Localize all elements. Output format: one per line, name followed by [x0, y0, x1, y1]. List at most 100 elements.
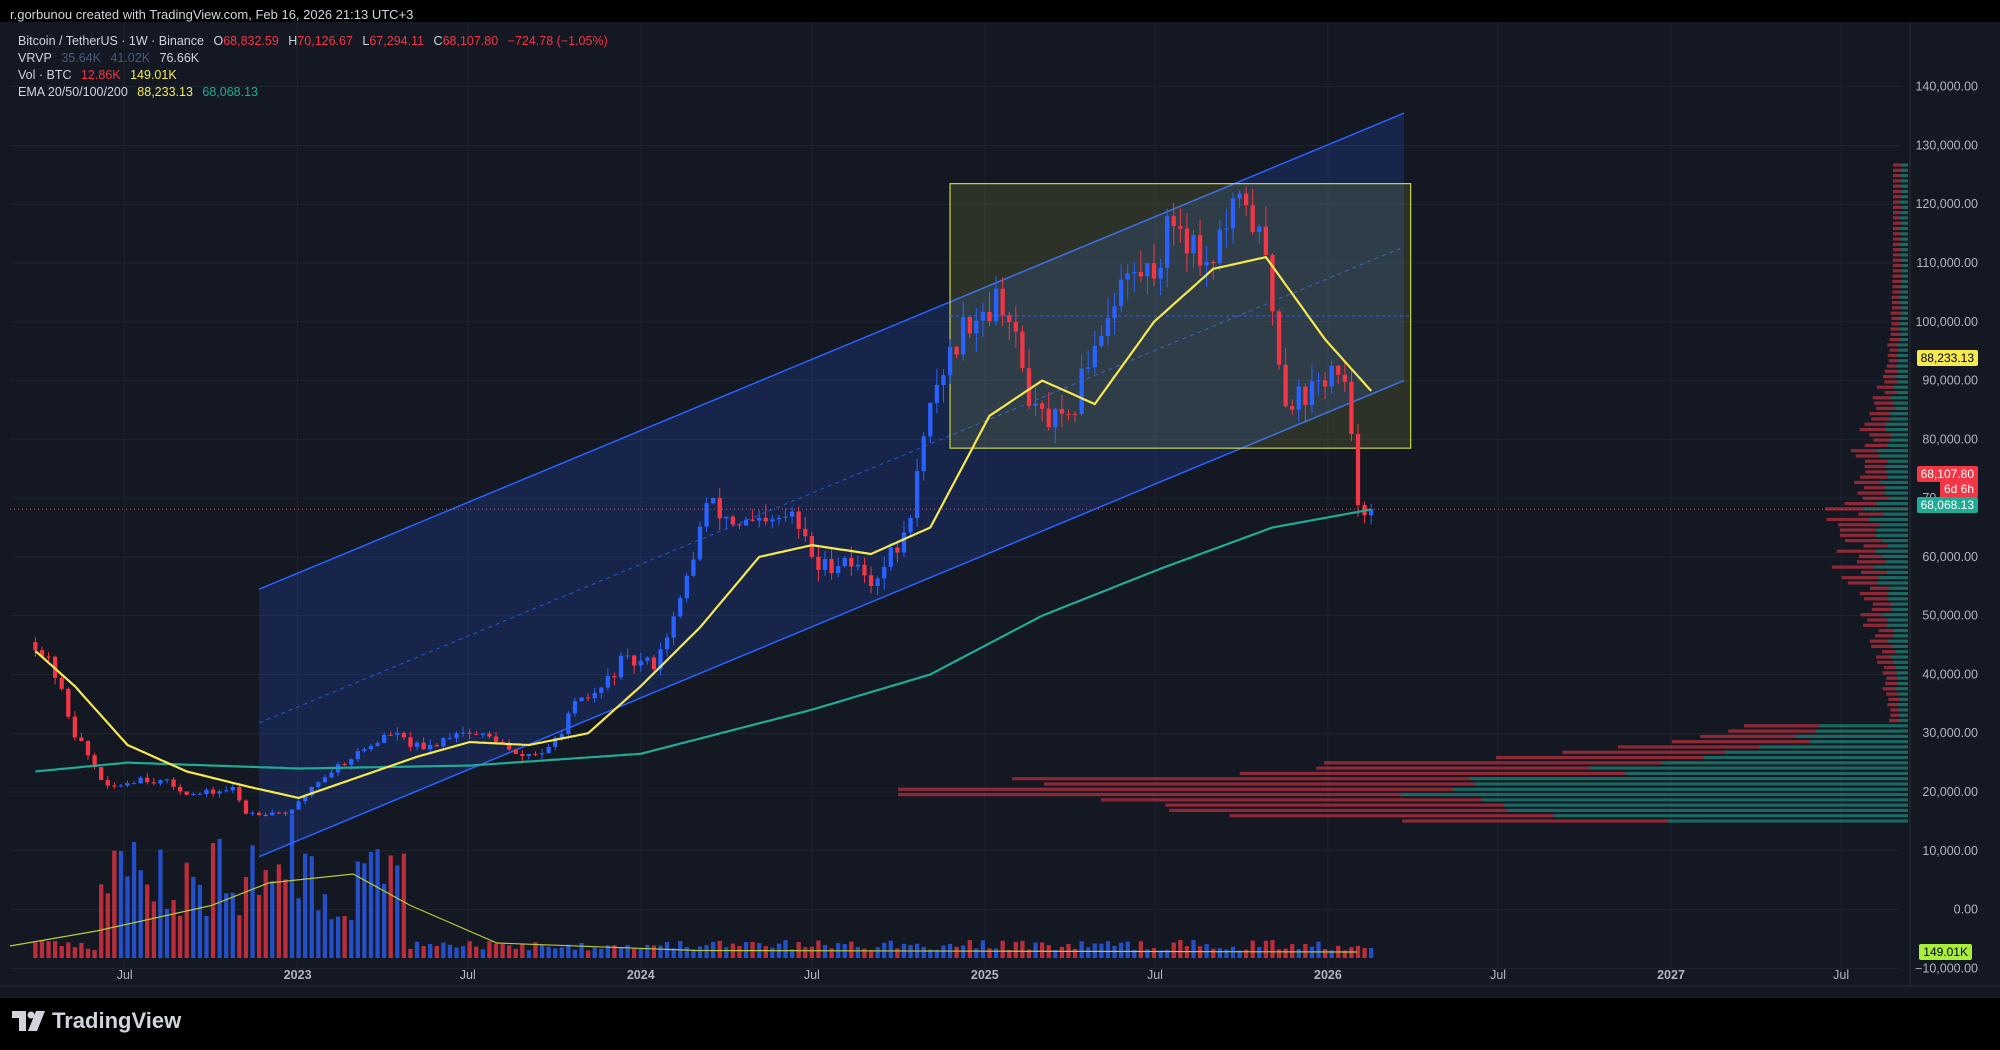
candle-body	[553, 737, 558, 747]
volume-bar	[460, 946, 466, 958]
volume-bar	[605, 945, 610, 958]
vrvp-bar-up	[1891, 607, 1908, 612]
volume-bar	[566, 944, 571, 958]
candle-body	[1191, 235, 1196, 254]
time-axis[interactable]: Jul 2023 Jul 2024 Jul 2025 Jul 2026 Jul 2027 Jul	[0, 968, 2000, 987]
vrvp-bar-down	[1892, 221, 1902, 225]
x-tick-label: Jul	[460, 968, 476, 982]
legend-low: 67,294.11	[369, 34, 425, 48]
candle-body	[1204, 262, 1209, 266]
candle-body	[131, 783, 137, 785]
vrvp-bar-up	[1900, 184, 1908, 188]
volume-bar	[381, 883, 387, 958]
ema200-line	[35, 508, 1372, 773]
vrvp-bar-down	[1884, 380, 1899, 384]
legend-close: 68,107.80	[442, 34, 499, 48]
candle-body	[99, 767, 104, 781]
vrvp-bar-down	[1831, 565, 1875, 569]
volume-bar	[941, 945, 946, 958]
candle-body	[1020, 331, 1025, 369]
volume-bar	[335, 916, 341, 958]
tradingview-logo[interactable]: TradingView	[12, 1008, 181, 1034]
candle-body	[270, 812, 275, 816]
candle-body	[454, 733, 459, 739]
legend-vol-row[interactable]: Vol · BTC 12.86K 149.01K	[18, 68, 183, 82]
vrvp-bar-down	[1892, 200, 1901, 204]
vrvp-bar-up	[1897, 681, 1908, 686]
candle-body	[743, 519, 749, 526]
volume-bar	[599, 948, 604, 958]
candle-body	[961, 317, 966, 355]
candle-body	[934, 385, 940, 403]
chart-canvas[interactable]: 140,000.00 130,000.00 120,000.00 110,000.00…	[0, 22, 2000, 998]
vrvp-bar-up	[1887, 459, 1908, 463]
candle-body	[737, 524, 742, 526]
vrvp-bar-up	[1901, 269, 1908, 273]
y-tick-label: 60,000.00	[1922, 550, 1978, 564]
volume-bar	[704, 945, 709, 958]
vrvp-bar-up	[1900, 237, 1908, 241]
candle-body	[355, 751, 360, 760]
volume-bar	[1092, 943, 1097, 958]
ema-lines	[34, 256, 1373, 800]
legend-ema-row[interactable]: EMA 20/50/100/200 88,233.13 68,068.13	[18, 85, 264, 99]
candlesticks	[33, 186, 1374, 817]
volume-bar	[250, 845, 255, 958]
vrvp-bar-up	[1896, 343, 1908, 347]
volume-bar	[131, 842, 137, 958]
candle-body	[809, 536, 814, 557]
volume-bar	[1217, 948, 1222, 958]
volume-bar	[783, 940, 788, 958]
vrvp-bar-up	[1900, 200, 1908, 204]
candle-body	[585, 697, 591, 699]
vrvp-bar-up	[1661, 761, 1908, 765]
vrvp-bar-down	[1850, 449, 1877, 453]
candle-body	[618, 655, 624, 678]
candle-body	[1211, 262, 1216, 264]
volume-bar	[1105, 941, 1111, 958]
volume-bar	[572, 949, 578, 958]
y-tick-label: 30,000.00	[1922, 726, 1978, 740]
vrvp-bar-up	[1880, 480, 1908, 485]
vrvp-bar-up	[1883, 512, 1908, 516]
volume-bar	[1099, 943, 1104, 958]
vrvp-bar-up	[1896, 665, 1908, 670]
legend-ema-v2: 68,068.13	[202, 85, 258, 99]
candle-body	[599, 687, 604, 693]
vrvp-bar-down	[1887, 353, 1897, 358]
vrvp-bar-up	[1900, 338, 1908, 342]
candle-body	[1145, 263, 1150, 277]
legend-vol-v2: 149.01K	[130, 68, 177, 82]
legend-vrvp-row[interactable]: VRVP 35.64K 41.02K 76.66K	[18, 51, 205, 65]
price-axis[interactable]: 140,000.00 130,000.00 120,000.00 110,000.00…	[1909, 22, 1978, 986]
vrvp-bar-down	[1839, 533, 1876, 537]
x-tick-label: 2025	[971, 968, 999, 982]
volume-bar	[533, 942, 538, 958]
vrvp-bar-down	[1889, 338, 1901, 342]
volume-bar	[309, 856, 314, 958]
vrvp-bar-down	[1885, 681, 1898, 686]
legend-symbol-row[interactable]: Bitcoin / TetherUS · 1W · Binance O68,83…	[18, 34, 614, 48]
candle-body	[829, 558, 834, 574]
volume-bar	[980, 940, 986, 958]
volume-tag: 149.01K	[1919, 944, 1972, 960]
candle-body	[776, 517, 782, 520]
candle-body	[1336, 365, 1341, 375]
vrvp-bar-down	[1889, 718, 1899, 723]
candle-body	[296, 801, 301, 810]
volume-bar	[579, 942, 584, 958]
vrvp-bar-down	[1891, 316, 1900, 321]
candle-body	[375, 742, 380, 747]
vrvp-bar-up	[1898, 718, 1908, 723]
volume-bar	[388, 855, 393, 958]
candle-body	[632, 655, 637, 666]
candle-body	[1184, 228, 1190, 254]
candle-body	[1066, 413, 1071, 415]
vrvp-bar-up	[1890, 396, 1908, 400]
candle-body	[1026, 368, 1032, 406]
volume-bar	[1086, 947, 1091, 958]
candle-body	[1158, 267, 1163, 279]
vrvp-bar-down	[1890, 327, 1900, 331]
candle-body	[408, 737, 413, 747]
volume-bar	[1138, 941, 1143, 958]
